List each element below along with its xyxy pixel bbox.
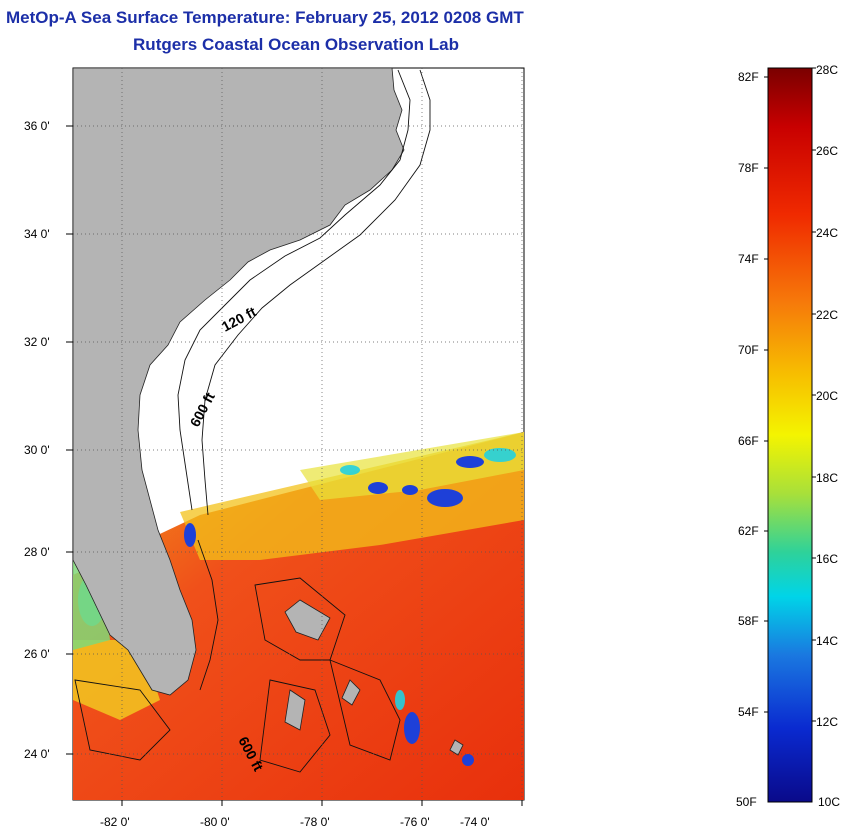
lon-tick-76: -76 0'	[400, 815, 430, 829]
chart-subtitle: Rutgers Coastal Ocean Observation Lab	[133, 35, 459, 54]
cb-c-16: 16C	[816, 552, 838, 566]
lat-tick-30: 30 0'	[24, 443, 50, 457]
cb-c-22: 22C	[816, 308, 838, 322]
cb-c-10: 10C	[818, 795, 840, 809]
lon-tick-82: -82 0'	[100, 815, 130, 829]
lat-tick-34: 34 0'	[24, 227, 50, 241]
cb-f-74: 74F	[738, 252, 759, 266]
cb-c-18: 18C	[816, 471, 838, 485]
colorbar	[767, 67, 813, 803]
cb-f-70: 70F	[738, 343, 759, 357]
chart-title: MetOp-A Sea Surface Temperature: Februar…	[6, 8, 524, 27]
lat-tick-36: 36 0'	[24, 119, 50, 133]
cb-f-50: 50F	[736, 795, 757, 809]
cb-c-14: 14C	[816, 634, 838, 648]
cb-f-54: 54F	[738, 705, 759, 719]
cb-c-28: 28C	[816, 63, 838, 77]
lon-tick-74: -74 0'	[460, 815, 490, 829]
lat-tick-32: 32 0'	[24, 335, 50, 349]
lat-tick-28: 28 0'	[24, 545, 50, 559]
cb-f-66: 66F	[738, 434, 759, 448]
cb-c-26: 26C	[816, 144, 838, 158]
bathymetry-contours	[74, 69, 431, 773]
cb-c-24: 24C	[816, 226, 838, 240]
cb-c-12: 12C	[816, 715, 838, 729]
bahamas-islands	[284, 599, 464, 756]
cb-f-62: 62F	[738, 524, 759, 538]
lat-tick-26: 26 0'	[24, 647, 50, 661]
lon-tick-80: -80 0'	[200, 815, 230, 829]
lon-tick-78: -78 0'	[300, 815, 330, 829]
cb-f-58: 58F	[738, 614, 759, 628]
cb-f-82: 82F	[738, 70, 759, 84]
cb-f-78: 78F	[738, 161, 759, 175]
lat-tick-24: 24 0'	[24, 747, 50, 761]
cb-c-20: 20C	[816, 389, 838, 403]
cold-patches	[184, 456, 484, 766]
